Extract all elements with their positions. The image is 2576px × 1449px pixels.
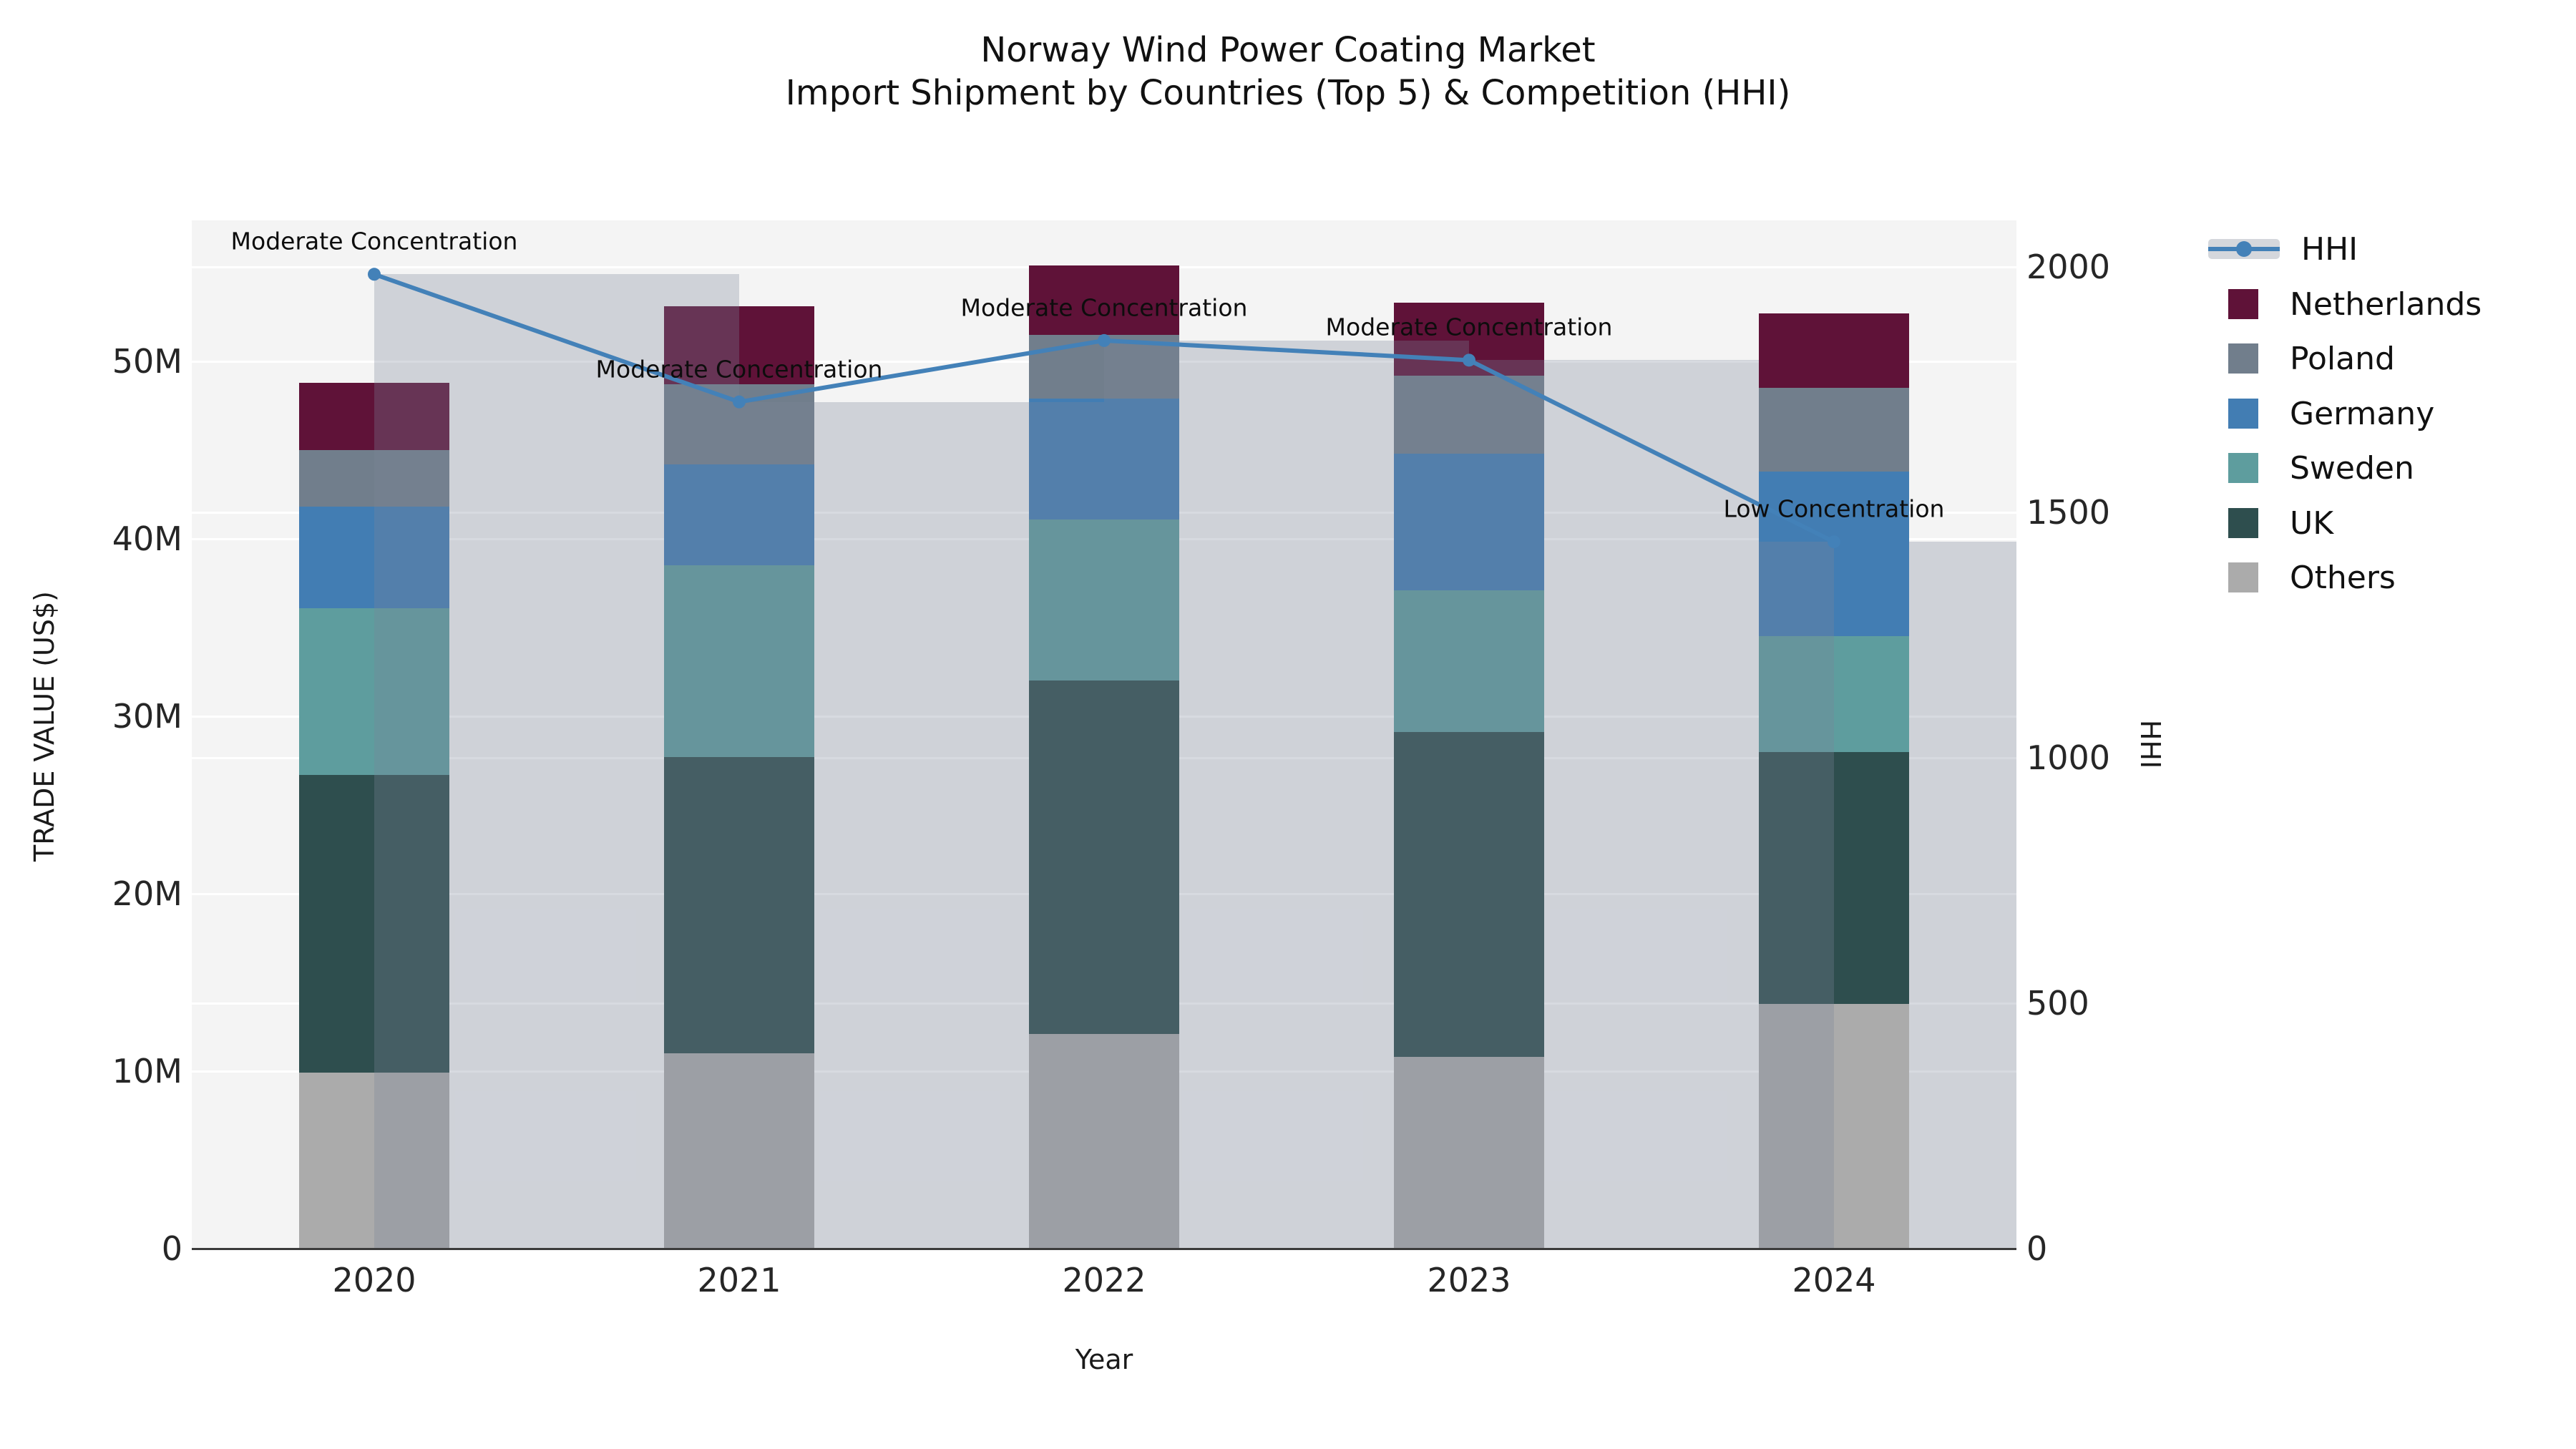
legend-item-poland: Poland	[2208, 337, 2395, 380]
legend-label-uk: UK	[2290, 504, 2334, 542]
hhi-marker-2021	[733, 395, 746, 409]
chart-title-line1: Norway Wind Power Coating Market	[980, 30, 1596, 70]
bar-segment-germany-2021	[664, 464, 814, 566]
legend-swatch-sweden	[2228, 453, 2258, 483]
hhi-column-2	[1104, 340, 1469, 1249]
legend-item-uk: UK	[2208, 502, 2333, 545]
bar-segment-uk-2024	[1759, 751, 1909, 1004]
bar-segment-germany-2022	[1029, 399, 1179, 519]
legend-item-netherlands: Netherlands	[2208, 283, 2482, 326]
bar-segment-poland-2024	[1759, 388, 1909, 472]
legend-swatch-poland	[2228, 343, 2258, 374]
hhi-marker-icon	[2236, 241, 2252, 257]
hhi-marker-2024	[1828, 535, 1840, 549]
hhi-column-0	[374, 274, 739, 1249]
bar-segment-sweden-2022	[1029, 519, 1179, 681]
bar-segment-others-2022	[1029, 1033, 1179, 1249]
legend-swatch-germany	[2228, 399, 2258, 429]
hhi-column-4	[1759, 542, 1834, 1249]
y-axis-label-right: HHI	[2135, 719, 2166, 769]
legend-swatch-netherlands	[2228, 289, 2258, 319]
hhi-marker-2020	[368, 268, 381, 281]
y-tick-right-2000: 2000	[2026, 248, 2111, 286]
bar-segment-sweden-2024	[1759, 636, 1909, 752]
annotation-2021: Moderate Concentration	[595, 355, 883, 384]
hhi-legend-swatch	[2208, 234, 2280, 264]
legend-label-sweden: Sweden	[2290, 449, 2414, 487]
y-tick-left-40M: 40M	[112, 519, 182, 558]
y-axis-label-left: TRADE VALUE (US$)	[29, 591, 60, 862]
hhi-column-1	[739, 401, 1104, 1249]
legend-item-hhi: HHI	[2208, 228, 2358, 270]
y-tick-left-30M: 30M	[112, 697, 182, 736]
bar-segment-uk-2021	[664, 757, 814, 1054]
legend-swatch-uk	[2228, 508, 2258, 538]
legend-label-germany: Germany	[2290, 395, 2435, 432]
bar-segment-sweden-2021	[664, 565, 814, 758]
bar-segment-uk-2022	[1029, 680, 1179, 1034]
legend-label-others: Others	[2290, 559, 2396, 596]
bar-segment-netherlands-2021	[664, 306, 814, 385]
bar-segment-netherlands-2024	[1759, 313, 1909, 389]
bar-segment-netherlands-2020	[299, 382, 449, 450]
x-tick-2020: 2020	[332, 1261, 416, 1299]
bar-segment-germany-2020	[299, 507, 449, 608]
x-axis-spine	[192, 1248, 2016, 1250]
bar-segment-germany-2023	[1394, 453, 1544, 590]
x-tick-2024: 2024	[1792, 1261, 1876, 1299]
x-tick-2021: 2021	[697, 1261, 781, 1299]
y-tick-right-500: 500	[2026, 984, 2089, 1023]
annotation-2024: Low Concentration	[1723, 494, 1945, 523]
annotation-2022: Moderate Concentration	[960, 293, 1248, 322]
chart-title-line2: Import Shipment by Countries (Top 5) & C…	[785, 73, 1791, 113]
hhi-marker-2023	[1463, 353, 1475, 367]
bar-segment-poland-2023	[1394, 375, 1544, 454]
bar-segment-others-2021	[664, 1053, 814, 1249]
y-tick-right-1500: 1500	[2026, 493, 2111, 532]
legend-item-others: Others	[2208, 556, 2396, 599]
y-tick-left-10M: 10M	[112, 1052, 182, 1091]
y-tick-left-20M: 20M	[112, 874, 182, 913]
chart-title: Norway Wind Power Coating Market Import …	[0, 29, 2576, 114]
legend-label-netherlands: Netherlands	[2290, 286, 2482, 323]
bar-segment-uk-2023	[1394, 732, 1544, 1058]
y-tick-right-1000: 1000	[2026, 738, 2111, 777]
y-tick-left-0: 0	[161, 1229, 182, 1268]
bar-segment-others-2020	[299, 1073, 449, 1249]
annotation-2023: Moderate Concentration	[1325, 313, 1613, 341]
x-tick-2023: 2023	[1427, 1261, 1511, 1299]
bar-segment-sweden-2020	[299, 608, 449, 775]
annotation-2020: Moderate Concentration	[230, 227, 518, 255]
legend-item-germany: Germany	[2208, 392, 2434, 435]
legend-swatch-others	[2228, 562, 2258, 592]
y-tick-left-50M: 50M	[112, 342, 182, 381]
hhi-line-chart	[368, 268, 1840, 549]
x-axis-label: Year	[1075, 1344, 1133, 1375]
bar-segment-uk-2020	[299, 774, 449, 1073]
bar-segment-sweden-2023	[1394, 590, 1544, 733]
bar-segment-poland-2020	[299, 450, 449, 507]
hhi-marker-2022	[1098, 333, 1111, 347]
bar-segment-others-2023	[1394, 1057, 1544, 1249]
legend-label-poland: Poland	[2290, 340, 2395, 377]
bar-segment-germany-2024	[1759, 471, 1909, 637]
bar-segment-others-2024	[1759, 1003, 1909, 1249]
y-tick-right-0: 0	[2026, 1229, 2048, 1268]
legend-item-sweden: Sweden	[2208, 447, 2414, 489]
x-tick-2022: 2022	[1062, 1261, 1146, 1299]
hhi-column-3	[1469, 360, 1759, 1249]
hhi-column-5	[1909, 542, 2016, 1249]
legend-label-hhi: HHI	[2301, 230, 2358, 268]
bar-segment-netherlands-2022	[1029, 265, 1179, 335]
